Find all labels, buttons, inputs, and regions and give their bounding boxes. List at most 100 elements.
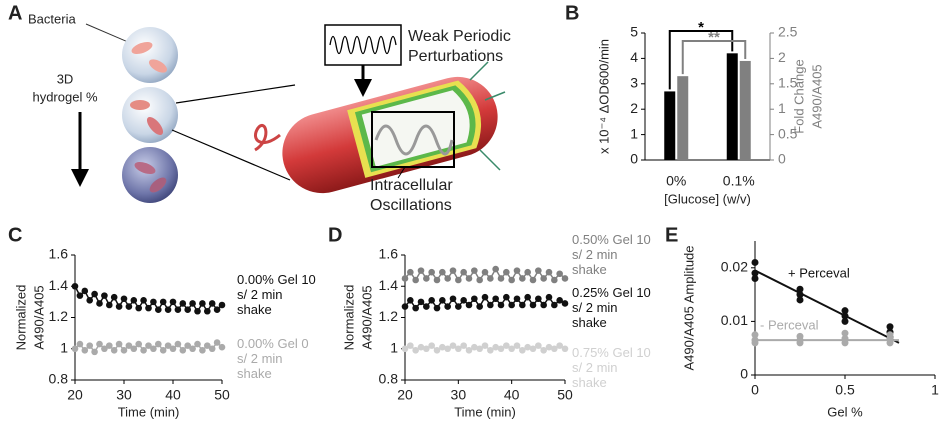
x-axis-label: Time (min) <box>454 404 516 419</box>
data-point <box>481 268 489 276</box>
data-point <box>751 258 759 266</box>
data-point <box>556 270 563 278</box>
data-point <box>145 342 152 349</box>
data-point <box>423 275 430 282</box>
data-point <box>115 303 123 310</box>
y-tick-label: 1.4 <box>49 277 69 293</box>
data-point <box>150 345 157 353</box>
y-tick-label: 1 <box>630 125 638 141</box>
y-tick-label: 0.8 <box>49 371 69 387</box>
bacterium-icon <box>148 59 168 73</box>
data-point <box>503 342 510 349</box>
y-tick-label: 0 <box>740 366 748 382</box>
data-point <box>545 293 553 301</box>
y-tick-label: 1.2 <box>49 308 69 324</box>
y-tick-label: 1.4 <box>379 277 399 293</box>
data-point <box>529 301 537 309</box>
data-point <box>841 307 849 315</box>
data-point <box>194 340 201 348</box>
data-point <box>218 343 226 351</box>
data-point <box>110 293 118 301</box>
x-tick-label: 30 <box>451 387 467 403</box>
data-point <box>96 300 103 307</box>
bar <box>677 76 689 160</box>
hydrogel-label: hydrogel % <box>32 89 97 104</box>
data-point <box>423 345 430 353</box>
data-point <box>412 304 419 312</box>
data-point <box>130 297 138 304</box>
data-point <box>184 342 191 349</box>
y-tick-label: 0 <box>630 151 638 167</box>
data-point <box>508 345 515 353</box>
data-point <box>76 292 84 299</box>
data-point <box>551 276 558 284</box>
zoom-line <box>175 84 296 104</box>
data-point <box>412 347 419 354</box>
x-axis-label: Gel % <box>827 404 863 419</box>
x-tick-label: 50 <box>557 387 573 403</box>
data-point <box>101 292 108 299</box>
data-point <box>444 303 451 310</box>
data-point <box>535 342 542 349</box>
hydrogel-label: 3D <box>57 71 74 86</box>
data-point <box>444 345 451 353</box>
data-point <box>428 297 435 304</box>
trendline <box>754 269 900 344</box>
data-point <box>125 303 133 310</box>
significance-bracket <box>681 40 747 75</box>
data-point <box>135 340 142 348</box>
data-point <box>91 290 98 298</box>
pilus <box>479 149 501 171</box>
data-point <box>751 275 759 283</box>
data-point <box>492 265 499 273</box>
data-point <box>471 267 478 274</box>
x-tick-label: 0.5 <box>835 382 855 398</box>
data-point <box>433 304 441 312</box>
data-point <box>476 303 483 310</box>
x-tick-label: 40 <box>165 387 181 403</box>
data-point <box>130 345 138 353</box>
data-point <box>449 295 457 303</box>
data-point <box>110 347 118 354</box>
data-point <box>556 342 563 349</box>
data-point <box>417 343 425 351</box>
significance-label: ** <box>708 29 720 46</box>
data-point <box>189 300 196 307</box>
x-tick-label: 0% <box>666 173 686 189</box>
data-point <box>71 282 79 290</box>
series-label: 0.25% Gel 10 s/ 2 min shake <box>572 285 651 330</box>
y-axis-label: A490/A405 Amplitude <box>681 245 696 370</box>
data-point <box>545 268 553 276</box>
panel-letter: C <box>8 224 22 246</box>
data-point <box>497 345 505 353</box>
data-point <box>169 345 177 353</box>
data-point <box>120 347 128 354</box>
data-point <box>886 323 894 331</box>
diagram: A Bacteria 3D hydrogel % Weak Period <box>8 2 511 214</box>
x-tick-label: 1 <box>931 382 939 398</box>
data-point <box>535 295 542 303</box>
series-label-text: 0.50% Gel 10 s/ 2 min shake <box>572 232 651 277</box>
zoom-box <box>371 111 455 168</box>
y2-axis-label: Fold Change <box>791 59 806 133</box>
y-tick-label: 3 <box>630 75 638 91</box>
bar <box>726 53 738 160</box>
data-point <box>476 345 483 353</box>
data-point <box>524 343 531 351</box>
data-point <box>519 301 526 309</box>
y-tick-label: 0.01 <box>721 312 748 328</box>
series-label: 0.00% Gel 10 s/ 2 min shake <box>237 272 316 317</box>
data-point <box>101 345 108 353</box>
x-tick-label: 20 <box>397 387 413 403</box>
panel-letter: D <box>328 224 342 246</box>
data-point <box>460 342 467 349</box>
data-point <box>208 300 216 307</box>
data-point <box>540 275 547 282</box>
data-point <box>407 297 414 304</box>
series-label: 0.50% Gel 10 s/ 2 min shake <box>572 232 651 277</box>
data-point <box>471 295 478 303</box>
data-point <box>796 296 804 304</box>
data-point <box>439 268 446 276</box>
y-tick-label: 0.8 <box>379 371 399 387</box>
y-tick-label: 1 <box>390 339 398 355</box>
